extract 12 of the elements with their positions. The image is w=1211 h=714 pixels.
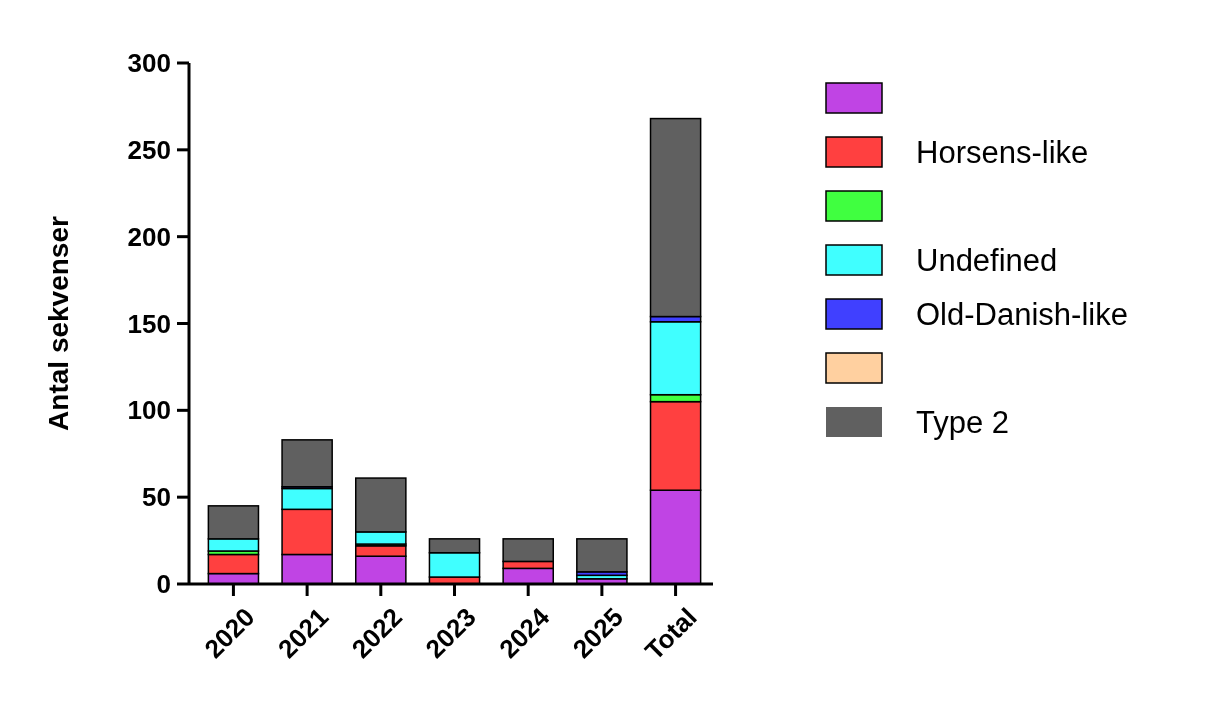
y-tick-label: 250: [127, 134, 171, 165]
y-axis-title: Antal sekvenser: [43, 216, 74, 431]
y-tick-label: 50: [142, 482, 171, 513]
legend-label: Horsens-like: [916, 134, 1089, 170]
legend-label: Old-Danish-like: [916, 296, 1128, 332]
legend-label: Type 2: [916, 404, 1010, 440]
y-tick-label: 150: [127, 308, 171, 339]
y-tick-label: 0: [156, 569, 171, 600]
y-tick-label: 300: [127, 48, 171, 79]
y-tick-label: 100: [127, 395, 171, 426]
y-tick-label: 200: [127, 221, 171, 252]
legend-label: Undefined: [916, 242, 1058, 278]
